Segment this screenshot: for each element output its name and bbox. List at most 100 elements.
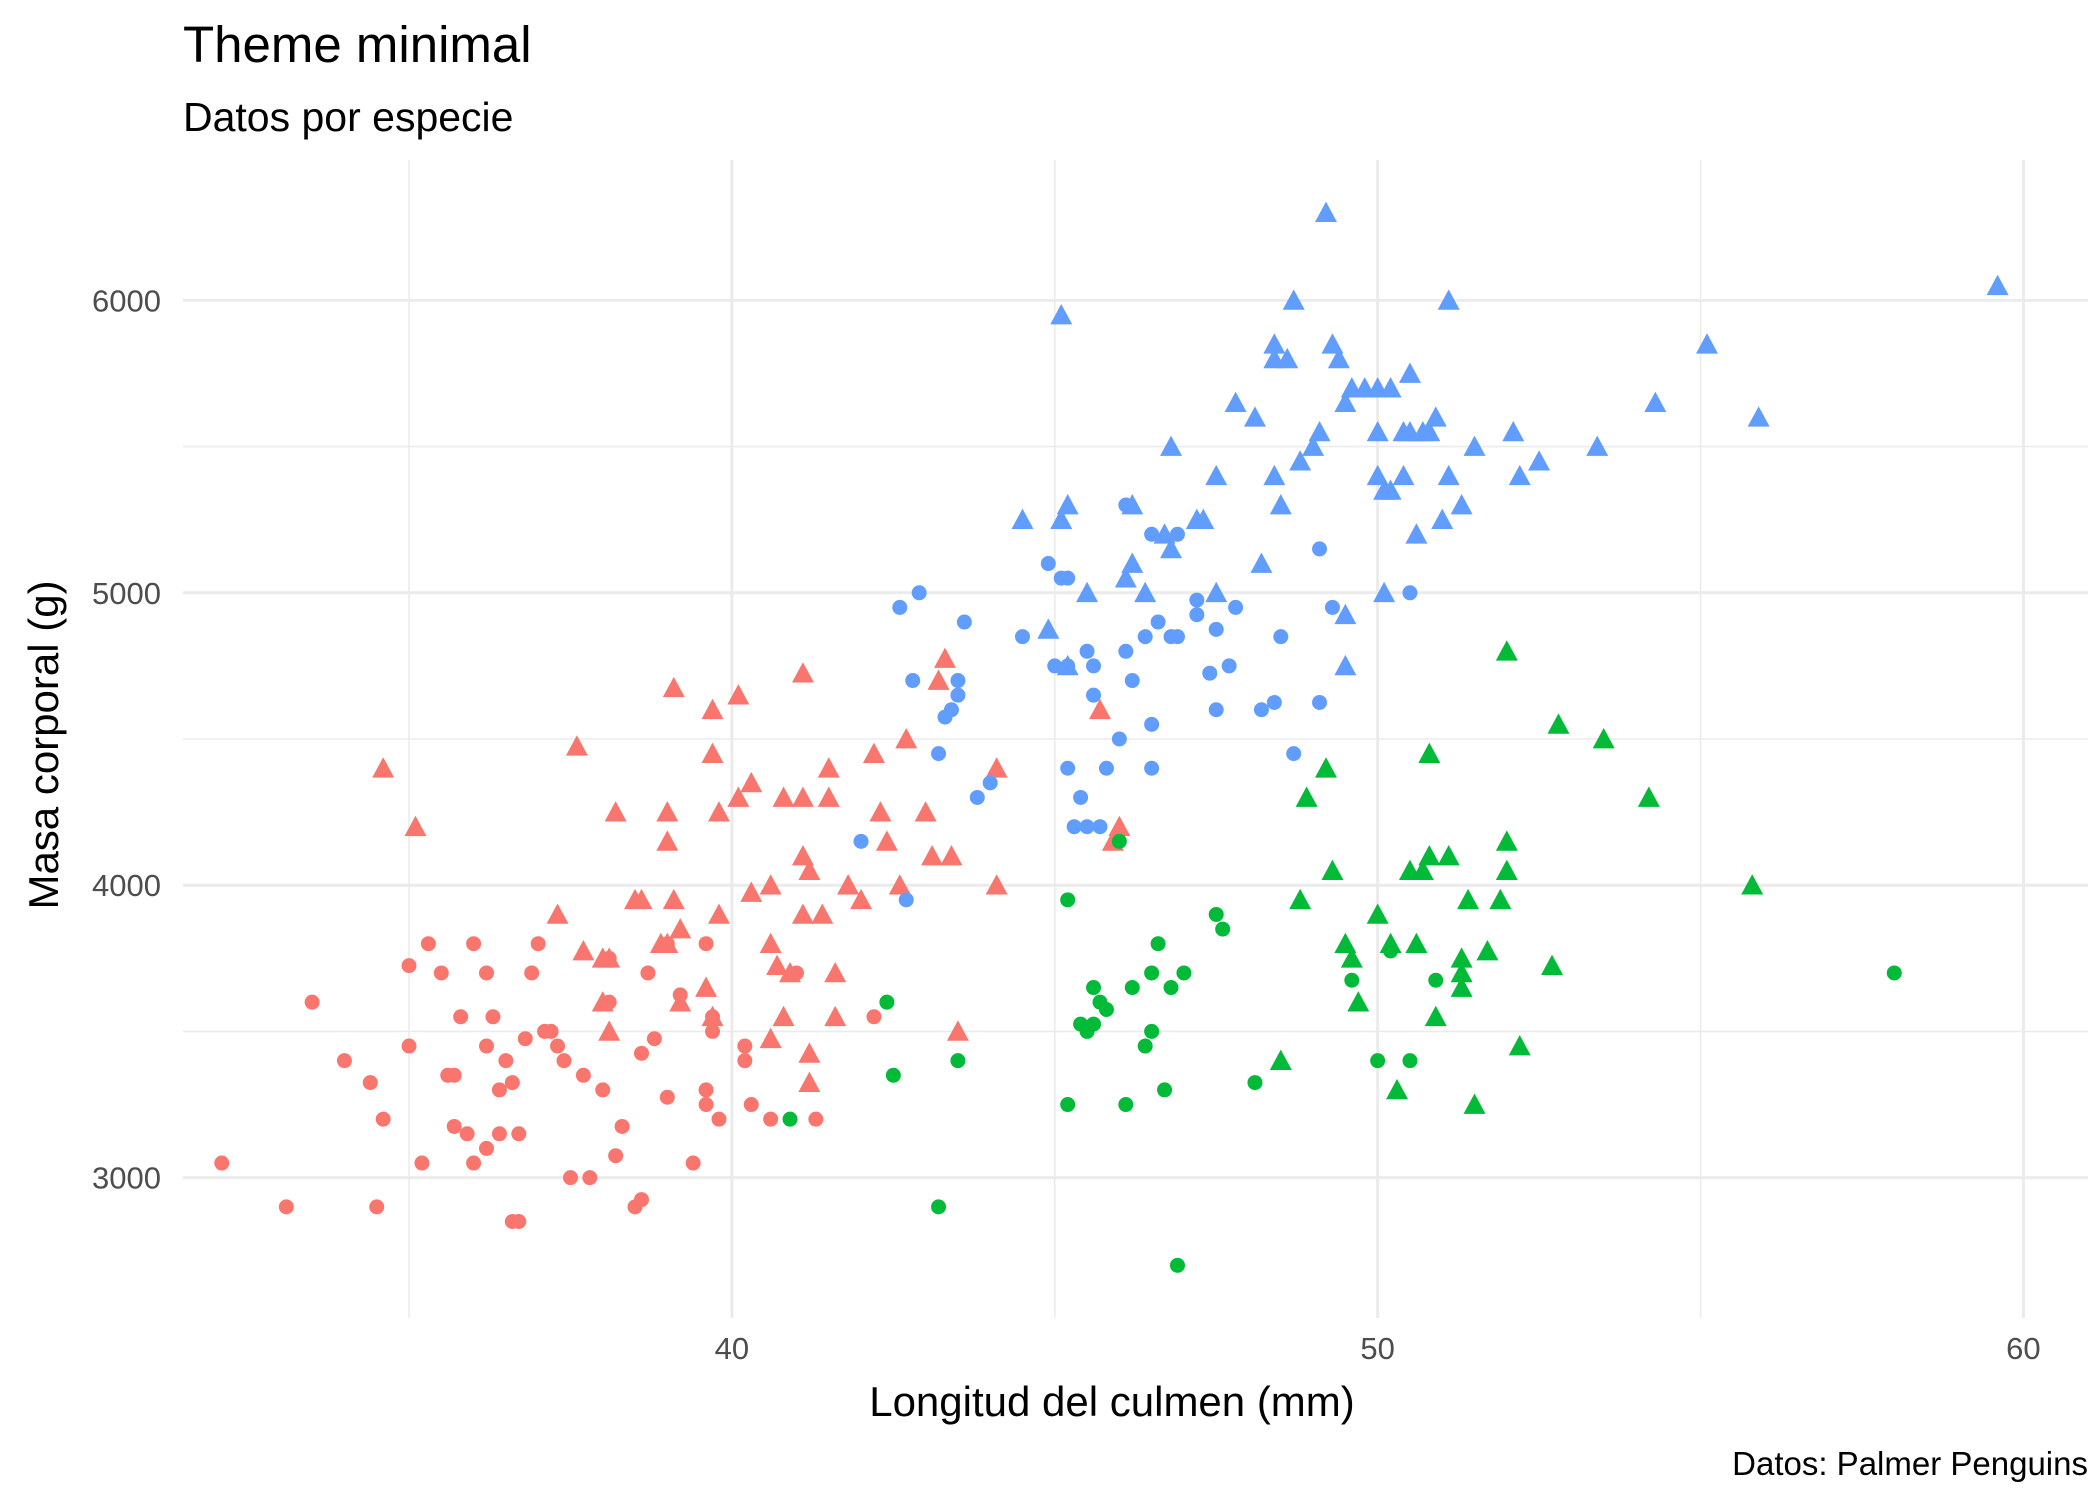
red-triangle-point <box>598 947 621 968</box>
red-triangle-point <box>604 801 627 822</box>
red-triangle-point <box>791 662 814 683</box>
x-tick-label: 60 <box>2006 1331 2040 1366</box>
red-circle-point <box>633 1045 649 1061</box>
green-circle-point <box>1118 1097 1134 1113</box>
red-circle-point <box>737 1053 753 1069</box>
blue-circle-point <box>911 585 927 601</box>
blue-triangle-point <box>1379 479 1402 500</box>
blue-triangle-point <box>1431 508 1454 530</box>
red-triangle-point <box>707 903 730 924</box>
green-circle-point <box>1111 833 1127 849</box>
blue-triangle-point <box>1586 435 1609 456</box>
blue-circle-point <box>1286 746 1302 762</box>
x-tick-labels: 40 50 60 <box>715 1331 2041 1366</box>
red-triangle-point <box>701 698 724 720</box>
green-triangle-point <box>1340 947 1363 968</box>
red-circle-point <box>614 1118 630 1134</box>
red-circle-point <box>485 1009 501 1025</box>
blue-circle-point <box>1208 702 1224 718</box>
green-triangle-point <box>1405 932 1428 954</box>
green-triangle-point <box>1476 940 1499 961</box>
blue-triangle-point <box>1205 581 1228 603</box>
red-triangle-point <box>798 1071 821 1092</box>
red-circle-point <box>504 1075 520 1091</box>
red-circle-point <box>866 1009 882 1025</box>
blue-triangle-point <box>1366 464 1389 486</box>
blue-triangle-point <box>1153 523 1176 544</box>
blue-circle-point <box>892 599 908 615</box>
green-triangle-point <box>1295 786 1318 807</box>
blue-triangle-point <box>1282 289 1305 310</box>
red-circle-point <box>711 1111 727 1127</box>
green-triangle-point <box>1495 859 1518 880</box>
red-circle-point <box>640 965 656 981</box>
red-circle-point <box>737 1038 753 1054</box>
blue-triangle-point <box>1398 362 1421 383</box>
blue-triangle-point <box>1463 435 1486 456</box>
green-triangle-point <box>1741 874 1764 895</box>
red-circle-point <box>446 1118 462 1134</box>
green-circle-point <box>1886 965 1902 981</box>
green-circle-point <box>1086 1016 1102 1032</box>
red-triangle-point <box>798 859 821 880</box>
green-triangle-point <box>1457 888 1480 910</box>
red-triangle-point <box>985 757 1008 778</box>
blue-circle-point <box>1144 760 1160 776</box>
red-circle-point <box>517 1031 533 1047</box>
green-triangle-point <box>1463 1093 1486 1114</box>
red-triangle-point <box>759 932 782 954</box>
red-circle-point <box>575 1067 591 1083</box>
red-triangle-point <box>791 903 814 924</box>
red-triangle-point <box>824 1005 847 1027</box>
blue-triangle-point <box>1011 508 1034 530</box>
green-circle-point <box>1163 980 1179 996</box>
blue-circle-point <box>1189 592 1205 608</box>
blue-triangle-point <box>1373 581 1396 603</box>
blue-circle-point <box>1324 599 1340 615</box>
blue-triangle-point <box>1056 494 1079 515</box>
red-circle-point <box>491 1082 507 1098</box>
blue-triangle-point <box>1276 347 1299 369</box>
red-triangle-point <box>572 940 595 961</box>
red-triangle-point <box>985 874 1008 895</box>
blue-triangle-point <box>1160 435 1183 456</box>
green-triangle-point <box>1321 859 1344 880</box>
blue-circle-point <box>1150 614 1166 630</box>
blue-circle-point <box>1060 570 1076 586</box>
red-triangle-point <box>404 815 427 837</box>
red-triangle-point <box>914 801 937 822</box>
chart-title: Theme minimal <box>183 16 532 73</box>
blue-triangle-point <box>1437 289 1460 310</box>
red-triangle-point <box>662 888 685 910</box>
green-circle-point <box>1402 1053 1418 1069</box>
red-triangle-point <box>727 684 750 705</box>
red-circle-point <box>498 1053 514 1069</box>
blue-circle-point <box>1086 687 1102 703</box>
red-triangle-point <box>946 1020 969 1041</box>
green-circle-point <box>1098 1001 1114 1017</box>
red-triangle-point <box>759 1027 782 1049</box>
green-circle-point <box>950 1053 966 1069</box>
y-tick-label: 6000 <box>92 283 161 318</box>
blue-triangle-point <box>1121 552 1144 573</box>
red-triangle-point <box>869 801 892 822</box>
blue-circle-point <box>931 746 947 762</box>
red-circle-point <box>511 1126 527 1142</box>
blue-circle-point <box>898 892 914 908</box>
blue-circle-point <box>1098 760 1114 776</box>
blue-triangle-point <box>1528 450 1551 471</box>
blue-circle-point <box>1221 658 1237 674</box>
blue-circle-point <box>1073 789 1089 805</box>
blue-circle-point <box>1202 665 1218 681</box>
red-circle-point <box>369 1199 385 1215</box>
y-tick-label: 5000 <box>92 576 161 611</box>
blue-circle-point <box>956 614 972 630</box>
blue-circle-point <box>950 673 966 689</box>
red-triangle-point <box>669 991 692 1012</box>
red-circle-point <box>550 1038 566 1054</box>
red-triangle-point <box>824 961 847 983</box>
red-circle-point <box>453 1009 469 1025</box>
red-triangle-point <box>546 903 569 924</box>
blue-triangle-point <box>1334 603 1357 625</box>
y-tick-label: 4000 <box>92 868 161 903</box>
